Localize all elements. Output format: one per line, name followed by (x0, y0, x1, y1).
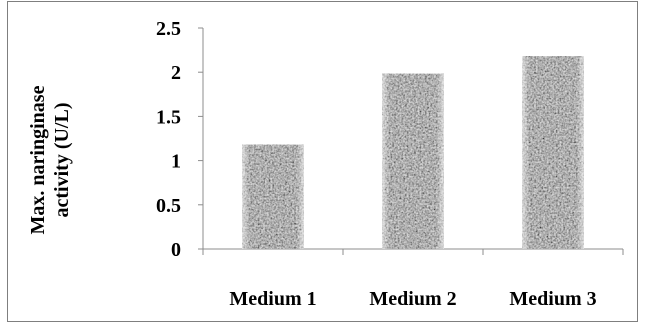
bar-edge-shade (382, 73, 444, 249)
y-axis-title-line-2: activity (U/L) (51, 103, 73, 218)
y-tick-label: 0 (171, 239, 181, 261)
bar-edge-shade (522, 56, 584, 250)
y-tick-label: 1 (171, 151, 181, 173)
x-category-label: Medium 2 (369, 288, 456, 310)
y-tick-label: 2.5 (156, 18, 181, 40)
x-category-label: Medium 3 (509, 288, 596, 310)
y-tick-label: 1.5 (156, 106, 181, 128)
y-axis-title-line-1: Max. naringinase (27, 85, 49, 234)
bar-2 (382, 73, 444, 249)
bar-3 (522, 56, 584, 250)
bar-1 (242, 144, 304, 249)
y-tick-label: 0.5 (156, 195, 181, 217)
y-tick-label: 2 (171, 62, 181, 84)
bar-edge-shade (242, 144, 304, 249)
x-category-label: Medium 1 (229, 288, 316, 310)
